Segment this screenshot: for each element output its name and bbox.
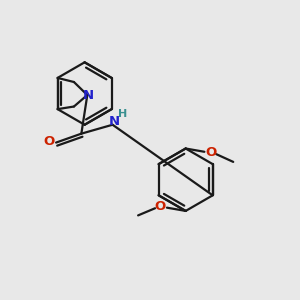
- Text: O: O: [205, 146, 217, 160]
- Text: O: O: [155, 200, 166, 213]
- Text: N: N: [109, 115, 120, 128]
- Text: H: H: [118, 109, 128, 119]
- Text: N: N: [83, 88, 94, 101]
- Text: O: O: [43, 135, 54, 148]
